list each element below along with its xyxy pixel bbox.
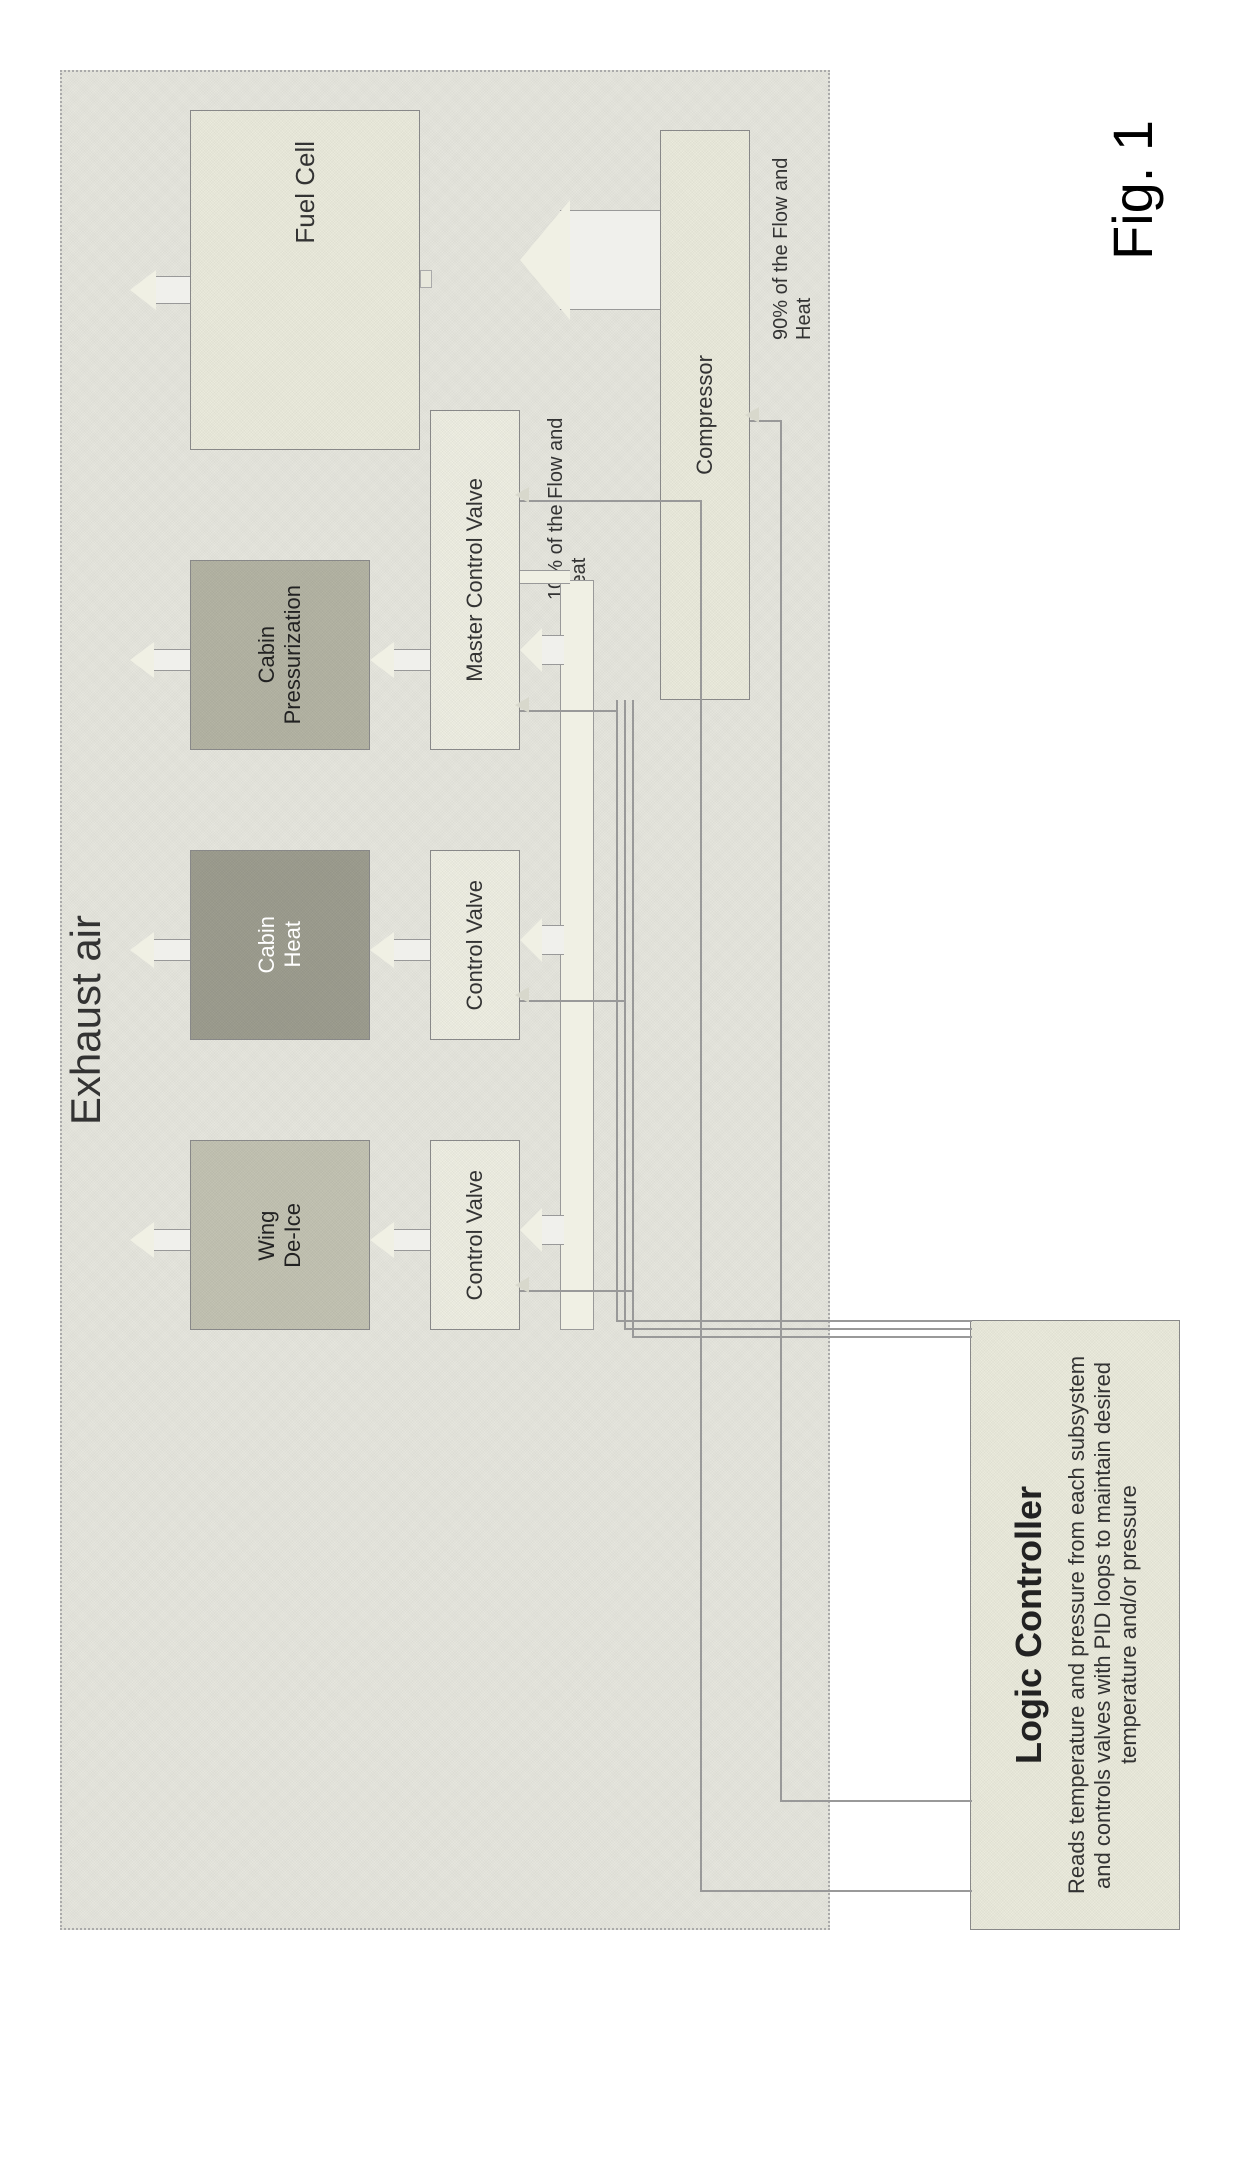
signal-line-a [616,700,618,1322]
arrow-fuelcell-exhaust [130,260,190,320]
control-valve-2: Control Valve [430,850,520,1040]
compressor-box: Compressor [660,130,750,700]
arrow-manifold-valve3 [520,1200,564,1260]
fuel-cell-box: Fuel Cell [190,110,420,450]
signal-master-h [700,1890,972,1892]
subsystem-label: Cabin Pressurization [254,585,306,724]
master-control-valve: Master Control Valve [430,410,520,750]
signal-line-a2 [616,1320,972,1322]
flow-label-90: 90% of the Flow and Heat [770,120,816,340]
arrow-compressor-master [520,180,660,340]
control-valve-3: Control Valve [430,1140,520,1330]
control-valve-label: Control Valve [462,1170,488,1300]
manifold-bar [560,580,594,1330]
subsystem-wing-deice: Wing De-Ice [190,1140,370,1330]
logic-controller-box: Logic Controller Reads temperature and p… [970,1320,1180,1930]
subsystem-label: Wing De-Ice [254,1203,306,1268]
subsystem-label: Cabin Heat [254,916,306,973]
signal-line-c2 [632,1336,972,1338]
connector-master-fuelcell [420,270,432,288]
fuel-cell-label: Fuel Cell [290,141,321,244]
arrow-sub2-exhaust [130,925,190,975]
figure-label: Fig. 1 [1100,80,1165,260]
control-valve-label: Control Valve [462,880,488,1010]
arrow-sub1-exhaust [130,635,190,685]
logic-controller-body: Reads temperature and pressure from each… [1064,1345,1142,1905]
signal-compressor-h [780,1800,972,1802]
exhaust-air-label: Exhaust air [62,915,110,1125]
logic-controller-title: Logic Controller [1008,1486,1050,1764]
subsystem-cabin-heat: Cabin Heat [190,850,370,1040]
signal-line-c [632,700,634,1338]
signal-line-b [624,700,626,1330]
arrow-manifold-valve1 [520,620,564,680]
arrow-sub3-exhaust [130,1215,190,1265]
subsystem-cabin-pressurization: Cabin Pressurization [190,560,370,750]
signal-line-b2 [624,1328,972,1330]
compressor-label: Compressor [692,355,718,475]
arrow-valve1-sub1 [370,635,430,685]
signal-compressor-v [780,420,782,1802]
arrow-valve2-sub2 [370,925,430,975]
arrow-manifold-valve2 [520,910,564,970]
manifold-connector [520,570,570,584]
signal-master-v [700,500,702,1892]
arrow-valve3-sub3 [370,1215,430,1265]
master-control-valve-label: Master Control Valve [462,478,488,682]
